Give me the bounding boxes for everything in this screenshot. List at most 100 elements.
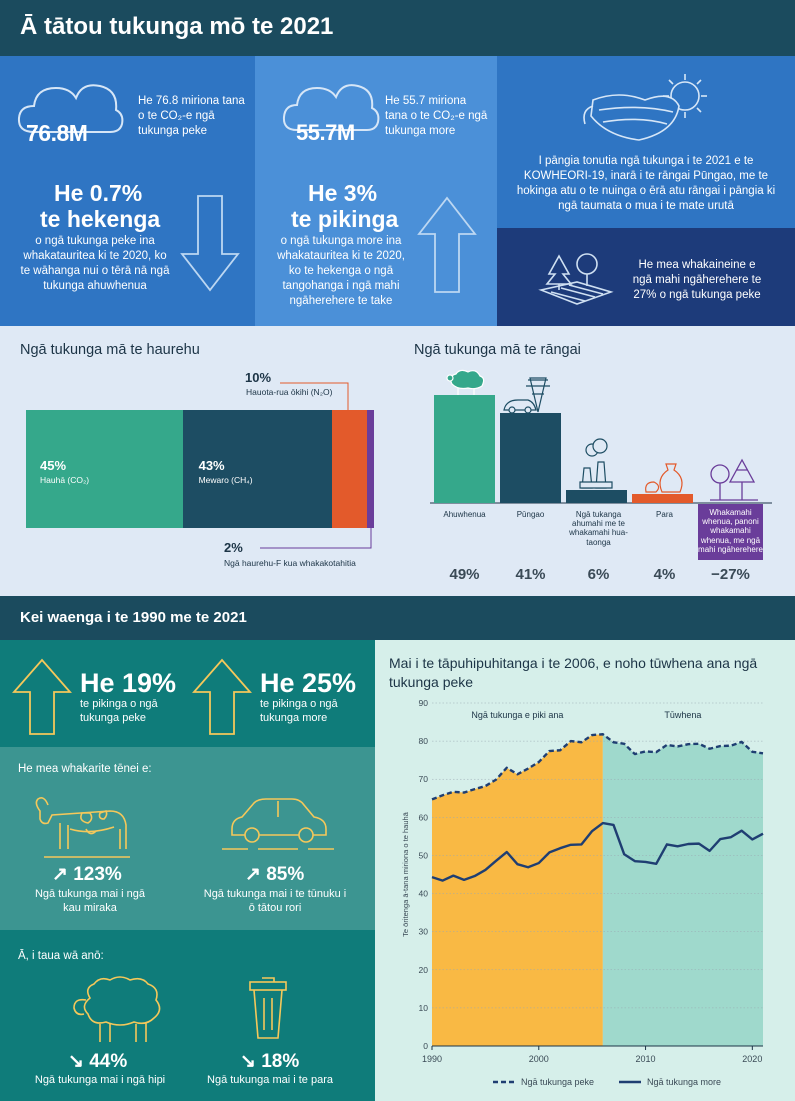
sector-bar-para	[632, 494, 693, 503]
gas-callout-lines	[260, 382, 372, 549]
x-tick-label: 1990	[422, 1054, 442, 1064]
net-change-value: He 25%	[260, 668, 357, 698]
net-value: 55.7M	[296, 120, 355, 145]
waste-pct: ↘ 18%	[240, 1051, 300, 1072]
period-title: Kei waenga i te 1990 me te 2021	[20, 609, 247, 626]
y-tick-label: 80	[419, 736, 429, 746]
sector-label-para: Para	[656, 510, 673, 519]
n2o-label: Hauota-rua ōkihi (N₂O)	[246, 387, 333, 397]
waste-desc: Ngā tukunga mai i te para	[207, 1074, 333, 1086]
plateau-region-label: Tūwhena	[664, 710, 701, 720]
gross-emissions-line	[431, 733, 764, 801]
net-headline-2: te pikinga	[291, 206, 399, 232]
dairy-desc: Ngā tukunga mai i ngā kau miraka	[34, 888, 146, 915]
y-tick-label: 0	[423, 1041, 428, 1051]
sector-pct-ahuwhenua: 49%	[449, 566, 480, 583]
up-arrow-icon	[192, 658, 252, 735]
covid-panel: I pāngia tonutia ngā tukunga i te 2021 e…	[497, 56, 795, 228]
forestry-text: He mea whakaineine e ngā mahi ngāhereher…	[632, 259, 762, 301]
meanwhile-title: Ā, i taua wā anō:	[18, 950, 104, 962]
period-changes-panel: He 19% te pikinga o ngā tukunga peke He …	[0, 640, 375, 747]
sector-bar-ahuwhenua	[434, 395, 495, 503]
gross-value: 76.8M	[26, 120, 88, 146]
y-tick-label: 40	[419, 889, 429, 899]
gas-segment-fgas	[367, 410, 374, 528]
drivers-panel: He mea whakarite tēnei e: ↗ 123% Ngā tuk…	[0, 747, 375, 930]
sheep-pct: ↘ 44%	[68, 1051, 128, 1072]
n2o-pct: 10%	[245, 370, 272, 385]
gross-panel: 76.8M He 76.8 miriona tana o te CO₂-e ng…	[0, 56, 255, 326]
y-tick-label: 20	[419, 965, 429, 975]
sector-label-pungao: Pūngao	[516, 510, 545, 519]
net-change-desc: te pikinga o ngā tukunga more	[260, 698, 338, 724]
gas-segment-ch4: 43% Mewaro (CH₄)	[182, 410, 333, 528]
trees-icon	[710, 458, 758, 501]
rubbish-bin-icon	[249, 977, 287, 1039]
net-emissions-line	[431, 821, 764, 882]
co2-label: Hauhā (CO₂)	[40, 475, 90, 485]
co2-pct: 45%	[40, 458, 67, 473]
dairy-pct: ↗ 123%	[52, 864, 122, 885]
gas-stacked-bar: 45% Hauhā (CO₂) 43% Mewaro (CH₄)	[26, 410, 374, 528]
gross-desc: He 76.8 miriona tana o te CO₂-e ngā tuku…	[138, 95, 245, 137]
sector-pct-para: 4%	[653, 566, 676, 583]
y-tick-label: 60	[419, 812, 429, 822]
header-bar: Ā tātou tukunga mō te 2021	[0, 0, 795, 56]
gross-body: o ngā tukunga peke ina whakatauritea ki …	[20, 235, 170, 292]
sector-label-ahuwhenua: Ahuwhenua	[443, 510, 486, 519]
y-tick-label: 30	[419, 927, 429, 937]
virus-mask-icon	[583, 74, 707, 141]
y-tick-label: 10	[419, 1003, 429, 1013]
rubbish-bag-icon	[645, 463, 683, 493]
down-arrow-icon	[180, 195, 240, 292]
sector-pct-forestry: −27%	[711, 566, 750, 583]
cloud-icon	[17, 84, 124, 133]
road-desc: Ngā tukunga mai i te tūnuku i ō tātou ro…	[203, 888, 347, 915]
gross-headline-2: te hekenga	[40, 206, 161, 232]
ch4-label: Mewaro (CH₄)	[198, 475, 253, 485]
gas-segment-co2: 45% Hauhā (CO₂)	[26, 410, 183, 528]
x-tick-label: 2020	[742, 1054, 762, 1064]
gross-headline-1: He 0.7%	[54, 180, 143, 206]
net-body: o ngā tukunga more ina whakatauritea ki …	[277, 235, 405, 307]
gross-change-value: He 19%	[80, 668, 177, 698]
gas-segment-n2o	[332, 410, 368, 528]
drivers-title: He mea whakarite tēnei e:	[18, 763, 152, 775]
dairy-cow-icon	[35, 797, 130, 858]
car-power-pylon-icon	[503, 377, 550, 414]
sector-title: Ngā tukunga mā te rāngai	[414, 342, 581, 358]
gas-title: Ngā tukunga mā te haurehu	[20, 342, 200, 358]
forest-land-icon	[538, 253, 614, 305]
rising-area	[432, 734, 603, 1046]
sector-bar-pungao	[500, 413, 561, 503]
chart-title: Mai i te tāpuhipuhitanga i te 2006, e no…	[389, 655, 758, 690]
cloud-icon	[282, 84, 380, 131]
net-panel: 55.7M He 55.7 miriona tana o te CO₂-e ng…	[255, 56, 497, 326]
trend-chart-panel: Mai i te tāpuhipuhitanga i te 2006, e no…	[375, 640, 795, 1101]
trend-line-chart: 0 10 20 30 40 50 60 70 80 90 1990 2000 2010 2020 Te ōr…	[401, 698, 764, 1087]
y-tick-label: 90	[419, 698, 429, 708]
net-headline-1: He 3%	[308, 180, 378, 206]
sector-label-forestry: Whakamahi whenua, panoni whakamahi whenu…	[698, 504, 763, 560]
sheep-desc: Ngā tukunga mai i ngā hipi	[34, 1074, 166, 1086]
up-arrow-icon	[417, 196, 477, 293]
gas-sector-section: Ngā tukunga mā te haurehu 45% Hauhā (CO₂…	[0, 326, 795, 596]
road-pct: ↗ 85%	[245, 864, 305, 885]
y-axis-label: Te ōritenga ā-tana miriona o te hauhā	[401, 811, 410, 936]
sector-bars	[430, 369, 772, 504]
y-tick-label: 50	[419, 850, 429, 860]
legend-net-label: Ngā tukunga more	[647, 1077, 721, 1087]
rising-region-label: Ngā tukunga e piki ana	[471, 710, 563, 720]
meanwhile-panel: Ā, i taua wā anō: ↘ 44% Ngā tukunga mai …	[0, 930, 375, 1101]
x-tick-label: 2000	[529, 1054, 549, 1064]
net-desc: He 55.7 miriona tana o te CO₂-e ngā tuku…	[385, 95, 488, 137]
fgas-label: Ngā haurehu-F kua whakakotahitia	[224, 558, 356, 568]
car-icon	[222, 798, 334, 850]
legend-gross-label: Ngā tukunga peke	[521, 1077, 594, 1087]
y-tick-label: 70	[419, 774, 429, 784]
up-arrow-icon	[12, 658, 72, 735]
sector-pct-pungao: 41%	[515, 566, 546, 583]
sector-bar-ahumahi	[566, 490, 627, 503]
ch4-pct: 43%	[198, 458, 225, 473]
period-header: Kei waenga i te 1990 me te 2021	[0, 596, 795, 640]
